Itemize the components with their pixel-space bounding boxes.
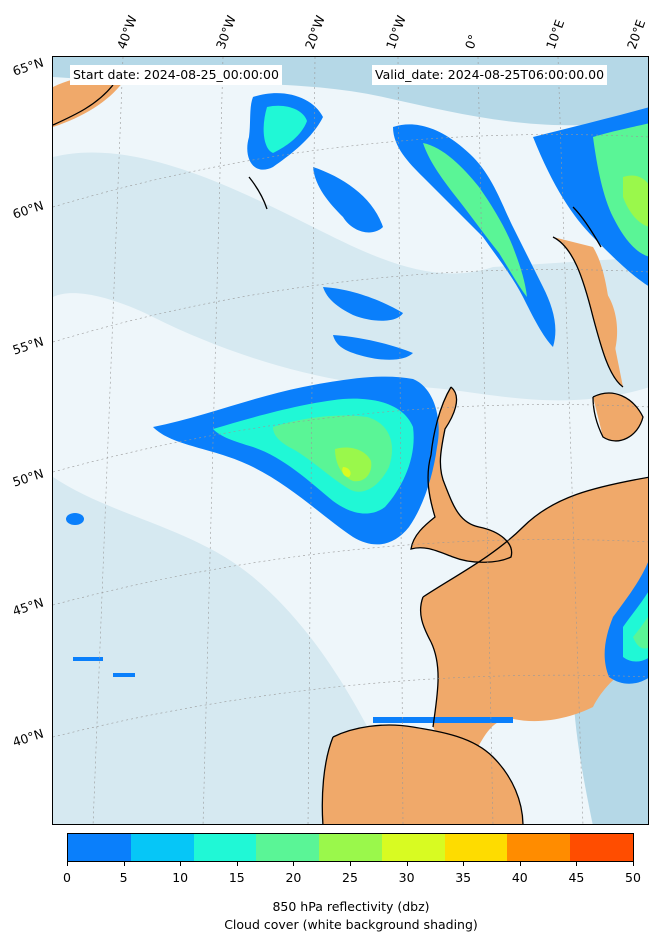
colorbar-tick-label: 50 [625,870,641,885]
colorbar-tick-label: 0 [63,870,71,885]
colorbar-segment [381,834,445,861]
lon-label-0: 0° [461,32,481,51]
colorbar-tick [293,862,295,866]
valid-date-label: Valid_date: 2024-08-25T06:00:00.00 [372,65,608,85]
map-canvas [53,57,648,824]
lon-label-10w: 10°W [382,13,409,51]
colorbar-tick-label: 40 [511,870,528,885]
colorbar-segment [256,834,320,861]
lon-label-40w: 40°W [113,13,140,51]
lat-label-55n: 55°N [10,333,46,358]
colorbar-tick [463,862,465,866]
colorbar-segment [193,834,257,861]
colorbar-tick [633,862,634,866]
colorbar-segment [444,834,508,861]
colorbar-segment [507,834,571,861]
colorbar-label-reflectivity: 850 hPa reflectivity (dbz) [272,899,430,914]
colorbar-tick-label: 15 [228,870,245,885]
colorbar-tick-label: 20 [285,870,302,885]
colorbar-tick [519,862,521,866]
colorbar-tick-label: 25 [342,870,358,885]
colorbar-tick [406,862,408,866]
lon-label-20w: 20°W [301,13,328,51]
colorbar-tick [180,862,182,866]
lon-label-10e: 10°E [542,17,568,52]
lat-label-60n: 60°N [10,197,46,222]
colorbar [67,833,634,862]
colorbar-segment [319,834,382,861]
colorbar-tick [350,862,351,866]
colorbar-tick [123,862,125,866]
colorbar-segment [130,834,194,861]
reflectivity-field [66,93,648,723]
lon-label-20e: 20°E [623,17,649,52]
colorbar-tick-label: 45 [568,870,585,885]
lat-label-40n: 40°N [10,725,46,750]
colorbar-label-cloud-cover: Cloud cover (white background shading) [224,917,478,932]
coastlines [53,84,648,824]
graticule [53,57,648,824]
colorbar-segment [570,834,634,861]
map-panel [52,56,649,825]
lat-label-50n: 50°N [10,465,46,490]
lat-label-45n: 45°N [10,594,46,619]
colorbar-tick [236,862,238,866]
colorbar-tick-label: 5 [119,870,128,885]
colorbar-tick [576,862,578,866]
colorbar-tick-label: 10 [172,870,189,885]
colorbar-tick-label: 35 [455,870,472,885]
colorbar-tick [67,862,68,866]
start-date-label: Start date: 2024-08-25_00:00:00 [70,65,282,85]
lat-label-65n: 65°N [10,54,46,79]
colorbar-tick-label: 30 [398,870,415,885]
lon-label-30w: 30°W [212,13,239,51]
colorbar-segment [68,834,131,861]
